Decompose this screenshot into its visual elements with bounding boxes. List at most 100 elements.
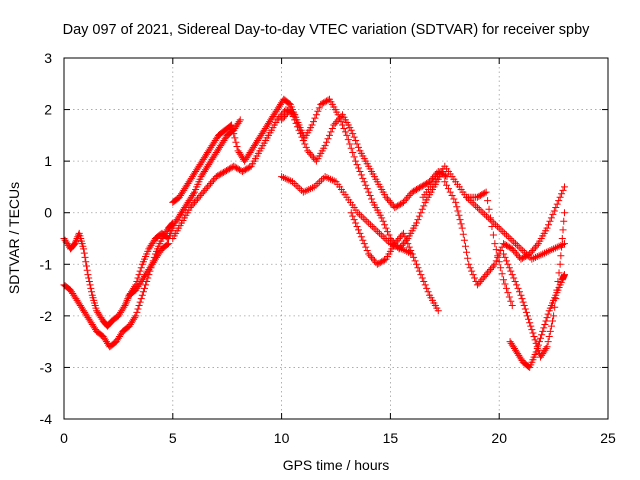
data-point — [517, 291, 525, 299]
data-point — [549, 317, 557, 325]
data-point — [359, 174, 367, 182]
data-point — [515, 243, 523, 251]
data-point — [163, 241, 171, 249]
data-point — [463, 248, 471, 256]
y-tick-label: -3 — [40, 359, 53, 375]
data-point — [530, 254, 538, 262]
data-point — [512, 240, 520, 248]
data-point — [492, 221, 500, 229]
data-point — [241, 166, 249, 174]
data-point — [325, 174, 333, 182]
data-point — [550, 245, 558, 253]
chart-title: Day 097 of 2021, Sidereal Day-to-day VTE… — [63, 22, 591, 38]
data-point — [347, 126, 355, 134]
data-point — [469, 271, 477, 279]
data-point — [484, 269, 492, 277]
data-point — [225, 165, 233, 173]
data-point — [479, 190, 487, 198]
data-point — [533, 253, 541, 261]
data-point — [557, 241, 565, 249]
data-point — [491, 240, 499, 248]
data-point — [497, 264, 505, 272]
data-point — [531, 243, 539, 251]
data-point — [554, 277, 562, 285]
data-point — [537, 334, 545, 342]
data-point — [84, 271, 92, 279]
data-point — [381, 256, 389, 264]
data-point — [455, 211, 463, 219]
data-point — [542, 317, 550, 325]
data-point — [349, 130, 357, 138]
data-point — [327, 128, 335, 136]
data-point — [486, 214, 494, 222]
data-point — [477, 207, 485, 215]
data-point — [235, 118, 243, 126]
data-point — [304, 147, 312, 155]
data-point — [72, 236, 80, 244]
data-point — [191, 198, 199, 206]
data-point — [136, 298, 144, 306]
data-point — [475, 192, 483, 200]
data-point — [123, 296, 131, 304]
data-point — [495, 258, 503, 266]
data-point — [558, 243, 566, 251]
data-point — [398, 231, 406, 239]
data-point — [523, 312, 531, 320]
data-point — [323, 173, 331, 181]
data-point — [385, 197, 393, 205]
data-point — [527, 322, 535, 330]
data-point — [510, 247, 518, 255]
data-point — [363, 217, 371, 225]
data-point — [399, 246, 407, 254]
plot-frame — [63, 57, 609, 420]
data-point — [534, 346, 542, 354]
data-point — [394, 202, 402, 210]
data-point — [134, 305, 142, 313]
data-point — [478, 191, 486, 199]
data-point — [555, 197, 563, 205]
data-point — [537, 251, 545, 259]
data-point — [347, 209, 355, 217]
data-point — [233, 143, 241, 151]
data-point — [552, 204, 560, 212]
data-point — [314, 179, 322, 187]
data-point — [545, 332, 553, 340]
data-point — [423, 179, 431, 187]
data-point — [520, 302, 528, 310]
data-point — [497, 226, 505, 234]
data-point — [486, 265, 494, 273]
data-point — [517, 245, 525, 253]
data-point — [394, 243, 402, 251]
data-point — [501, 241, 509, 249]
data-point — [479, 209, 487, 217]
data-point — [283, 175, 291, 183]
data-point — [385, 231, 393, 239]
data-point — [529, 329, 537, 337]
data-point — [557, 252, 565, 260]
data-point — [559, 186, 567, 194]
data-point — [244, 164, 252, 172]
data-point — [346, 140, 354, 148]
data-point — [323, 97, 331, 105]
data-point — [502, 257, 510, 265]
data-point — [442, 172, 450, 180]
data-point — [405, 243, 413, 251]
series-track-11 — [441, 178, 568, 289]
data-point — [221, 167, 229, 175]
data-point — [517, 255, 525, 263]
data-point — [199, 188, 207, 196]
data-point — [377, 231, 385, 239]
data-point — [85, 277, 93, 285]
data-point — [402, 195, 410, 203]
data-point — [450, 195, 458, 203]
data-point — [294, 183, 302, 191]
data-point — [417, 271, 425, 279]
data-point — [286, 106, 294, 114]
data-point — [366, 252, 374, 260]
data-point — [209, 176, 217, 184]
data-point — [513, 241, 521, 249]
data-point — [506, 235, 514, 242]
data-point — [408, 188, 416, 196]
data-point — [314, 107, 322, 115]
data-marks — [60, 95, 568, 371]
